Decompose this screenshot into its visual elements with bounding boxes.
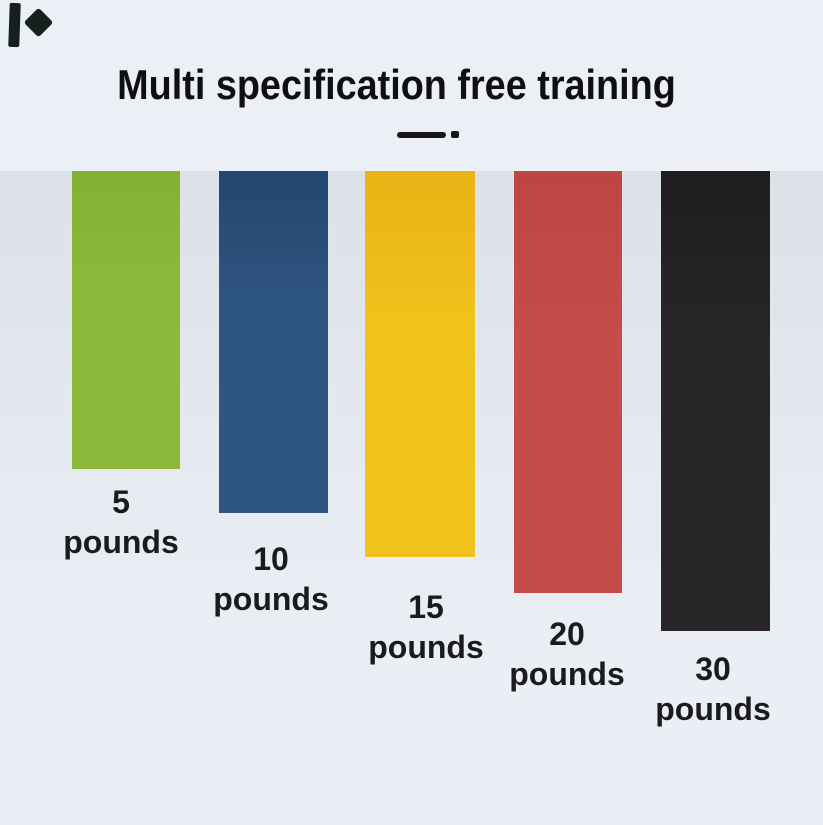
band-weight-unit: pounds: [368, 629, 484, 665]
page-title: Multi specification free training: [117, 61, 676, 108]
band-bar-10-pounds: [219, 171, 328, 513]
band-bar-15-pounds: [365, 171, 475, 557]
band-bar-30-pounds: [661, 171, 770, 631]
band-weight-unit: pounds: [655, 691, 771, 727]
corner-cropped-glyphs: [0, 0, 60, 55]
band-label-10-pounds: 10 pounds: [213, 539, 329, 619]
band-label-20-pounds: 20 pounds: [509, 614, 625, 694]
title-underline-dot: [451, 131, 459, 138]
title-underline-dash: [397, 132, 446, 138]
band-weight-unit: pounds: [213, 581, 329, 617]
cropped-glyph-diamond: [23, 7, 54, 38]
band-weight-value: 20: [549, 616, 585, 652]
cropped-glyph-bar: [8, 2, 21, 48]
band-weight-value: 30: [695, 651, 731, 687]
band-weight-unit: pounds: [63, 524, 179, 560]
band-weight-value: 5: [112, 484, 130, 520]
band-label-30-pounds: 30 pounds: [655, 649, 771, 729]
band-label-5-pounds: 5 pounds: [63, 482, 179, 562]
band-bar-20-pounds: [514, 171, 622, 593]
band-weight-unit: pounds: [509, 656, 625, 692]
band-bar-5-pounds: [72, 171, 180, 469]
band-weight-value: 15: [408, 589, 444, 625]
band-label-15-pounds: 15 pounds: [368, 587, 484, 667]
band-weight-value: 10: [253, 541, 289, 577]
